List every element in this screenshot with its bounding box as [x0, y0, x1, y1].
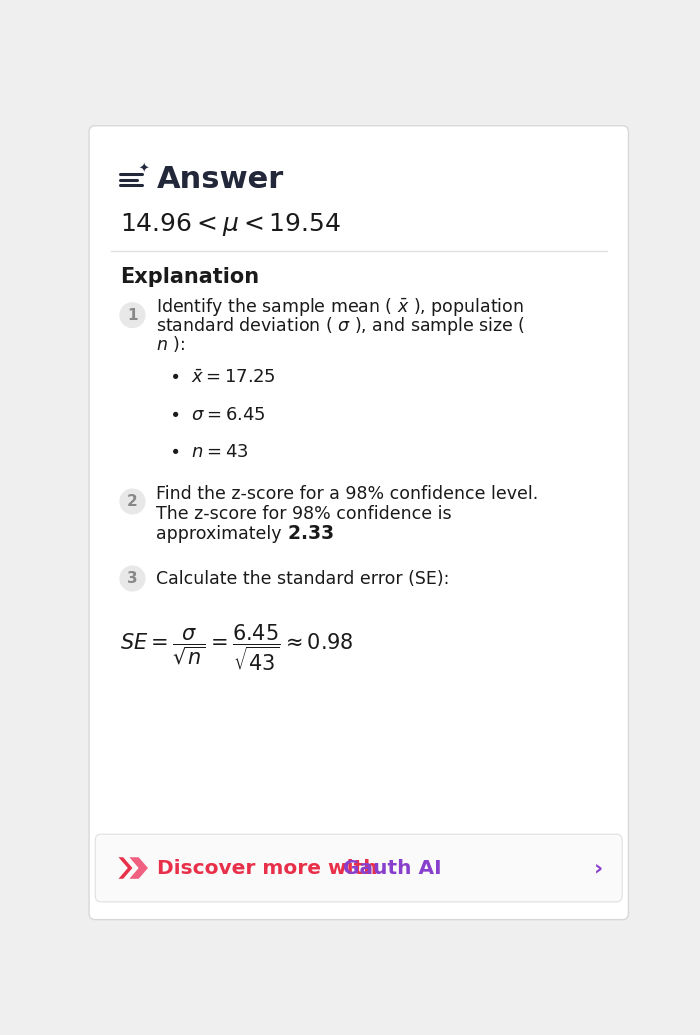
- Polygon shape: [118, 857, 132, 879]
- FancyBboxPatch shape: [95, 834, 622, 901]
- Text: Answer: Answer: [158, 166, 284, 195]
- Text: $SE = \dfrac{\sigma}{\sqrt{n}} = \dfrac{6.45}{\sqrt{43}} \approx 0.98$: $SE = \dfrac{\sigma}{\sqrt{n}} = \dfrac{…: [120, 622, 354, 673]
- Text: ›: ›: [594, 858, 603, 878]
- Text: $14.96 < \mu < 19.54$: $14.96 < \mu < 19.54$: [120, 211, 341, 238]
- Text: Find the z-score for a 98% confidence level.: Find the z-score for a 98% confidence le…: [155, 484, 538, 503]
- Text: Explanation: Explanation: [120, 267, 259, 287]
- FancyBboxPatch shape: [89, 125, 629, 920]
- Text: standard deviation ( $\sigma$ ), and sample size (: standard deviation ( $\sigma$ ), and sam…: [155, 315, 525, 337]
- Text: Gauth AI: Gauth AI: [343, 858, 442, 878]
- Text: ✦: ✦: [138, 162, 148, 175]
- Text: $\mathbf{2.33}$: $\mathbf{2.33}$: [288, 525, 335, 543]
- Text: The z-score for 98% confidence is: The z-score for 98% confidence is: [155, 505, 452, 523]
- Text: 3: 3: [127, 571, 138, 586]
- Circle shape: [120, 490, 145, 513]
- Text: $\bullet$  $\bar{x} = 17.25$: $\bullet$ $\bar{x} = 17.25$: [169, 369, 275, 387]
- Text: Calculate the standard error (SE):: Calculate the standard error (SE):: [155, 569, 449, 588]
- Text: 2: 2: [127, 494, 138, 509]
- Text: approximately: approximately: [155, 525, 287, 542]
- Circle shape: [120, 303, 145, 327]
- Text: Identify the sample mean ( $\bar{x}$ ), population: Identify the sample mean ( $\bar{x}$ ), …: [155, 296, 524, 319]
- Text: $\bullet$  $n = 43$: $\bullet$ $n = 43$: [169, 443, 248, 462]
- Circle shape: [120, 566, 145, 591]
- Polygon shape: [130, 857, 148, 879]
- Text: $n$ ):: $n$ ):: [155, 334, 185, 354]
- Text: $\bullet$  $\sigma = 6.45$: $\bullet$ $\sigma = 6.45$: [169, 407, 265, 424]
- Text: Discover more with: Discover more with: [158, 858, 385, 878]
- Text: 1: 1: [127, 307, 138, 323]
